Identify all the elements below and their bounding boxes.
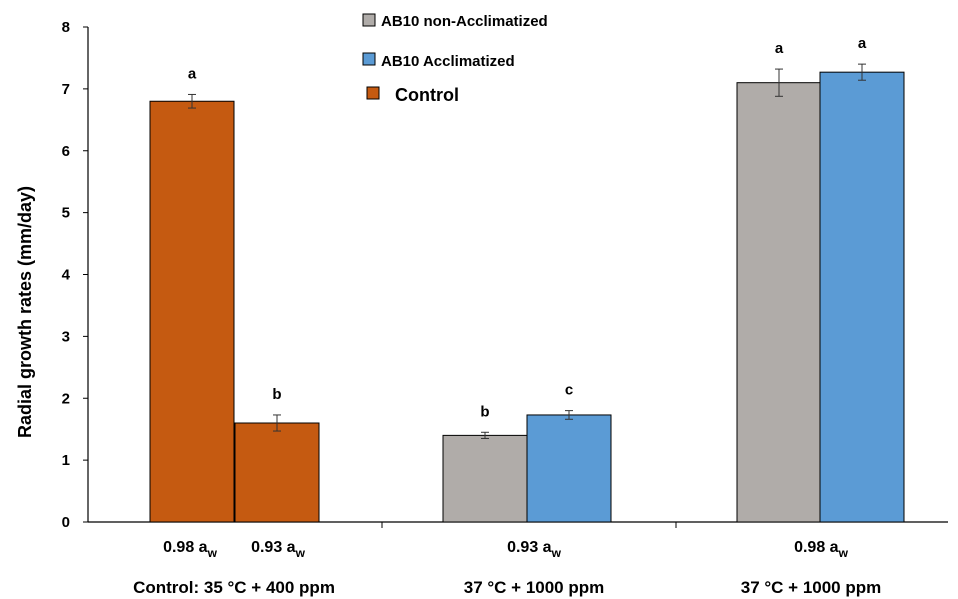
bar: [819, 71, 905, 523]
group-label: Control: 35 °C + 400 ppm: [133, 578, 335, 597]
legend-label: Control: [395, 85, 459, 105]
legend-label: AB10 non-Acclimatized: [381, 13, 548, 30]
y-tick-label: 5: [62, 205, 70, 222]
significance-letters: a b b c a a: [188, 35, 867, 420]
bar: [442, 434, 528, 523]
bar: [149, 100, 235, 523]
y-tick-label: 1: [62, 452, 70, 469]
y-tick-label: 0: [62, 514, 70, 531]
significance-letter: b: [480, 403, 489, 420]
y-tick-label: 3: [62, 328, 70, 345]
significance-letter: b: [272, 386, 281, 403]
y-tick-label: 6: [62, 143, 70, 160]
legend-swatch: [366, 86, 380, 100]
group-label: 37 °C + 1000 ppm: [464, 578, 605, 597]
category-label: 0.98 aw: [794, 539, 848, 560]
y-tick-label: 8: [62, 19, 70, 36]
legend-swatch: [362, 13, 376, 27]
y-tick-label: 4: [62, 267, 71, 284]
y-tick-label: 2: [62, 390, 70, 407]
category-labels: 0.98 aw 0.93 aw 0.93 aw 0.98 aw: [163, 539, 848, 560]
legend-swatch: [362, 52, 376, 66]
bar: [526, 414, 612, 523]
significance-letter: a: [188, 65, 197, 82]
y-tick-label: 7: [62, 81, 70, 98]
significance-letter: c: [565, 382, 573, 399]
bar: [234, 422, 320, 523]
significance-letter: a: [775, 40, 784, 57]
category-label: 0.93 aw: [507, 539, 561, 560]
error-bars: [188, 63, 866, 439]
legend: AB10 non-Acclimatized AB10 Acclimatized Co…: [362, 13, 548, 105]
significance-letter: a: [858, 35, 867, 52]
category-label: 0.93 aw: [251, 539, 305, 560]
legend-label: AB10 Acclimatized: [381, 53, 515, 70]
y-axis-label: Radial growth rates (mm/day): [15, 186, 35, 438]
group-label: 37 °C + 1000 ppm: [741, 578, 882, 597]
bar: [736, 82, 822, 523]
group-labels: Control: 35 °C + 400 ppm 37 °C + 1000 ppm…: [133, 578, 881, 597]
category-label: 0.98 aw: [163, 539, 217, 560]
bars: [149, 71, 905, 523]
